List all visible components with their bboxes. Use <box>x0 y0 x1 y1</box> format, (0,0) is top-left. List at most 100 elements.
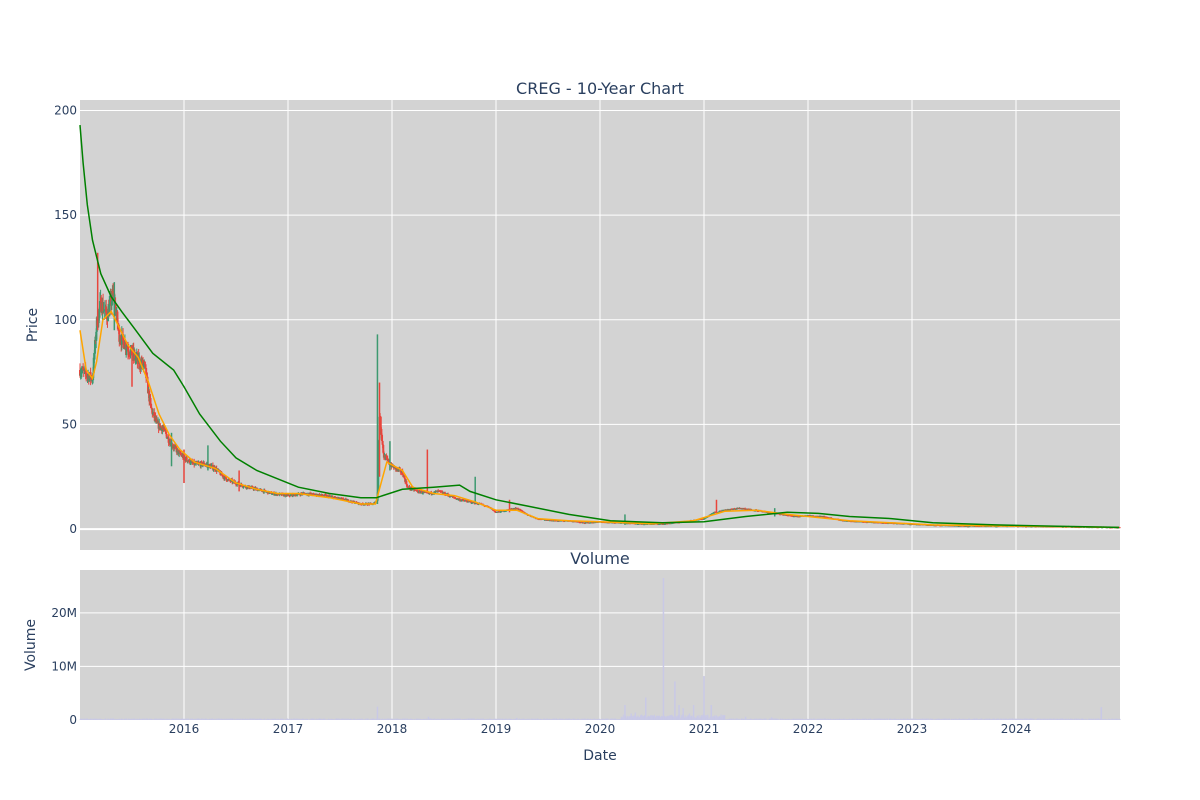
candle-body <box>744 508 747 510</box>
candle-body <box>176 449 179 451</box>
candle-body <box>158 423 161 429</box>
candle-body <box>380 428 383 435</box>
candle-body <box>457 498 460 500</box>
candle-body <box>241 485 244 487</box>
candle-body <box>778 513 781 515</box>
candle-body <box>410 489 413 491</box>
candle-body <box>757 510 760 512</box>
candle-body <box>93 339 96 354</box>
candle-body <box>429 492 432 494</box>
candle-body <box>746 509 749 511</box>
candle-body <box>148 390 151 402</box>
candle-body <box>167 437 170 443</box>
candle-body <box>221 475 224 478</box>
candle-body <box>143 361 146 365</box>
candle-body <box>142 359 145 366</box>
candle-body <box>405 484 408 487</box>
candle-body <box>386 457 389 459</box>
candle-body <box>472 501 475 503</box>
candle-body <box>103 309 106 311</box>
candle-body <box>273 492 276 495</box>
candle-body <box>334 496 337 498</box>
candle-body <box>470 502 473 504</box>
candle-body <box>439 490 442 492</box>
candle-body <box>83 369 86 371</box>
candle-body <box>228 478 231 481</box>
candle-body <box>319 494 322 496</box>
candle-body <box>129 349 132 355</box>
candle-body <box>235 483 237 485</box>
candle-body <box>510 508 513 510</box>
candle-body <box>223 476 226 480</box>
candle-body <box>366 504 369 506</box>
candle-body <box>386 458 389 461</box>
candle-body <box>405 480 408 485</box>
candle-body <box>165 434 168 439</box>
candle-body <box>520 510 523 512</box>
candle-body <box>224 476 227 478</box>
candle-body <box>449 496 452 498</box>
candle-body <box>126 347 129 349</box>
candle-body <box>133 352 136 360</box>
candle-body <box>350 500 353 502</box>
candle-body <box>162 428 165 430</box>
candle-body <box>448 495 451 497</box>
candle-body <box>384 456 387 460</box>
candle-body <box>190 460 193 464</box>
candle-body <box>164 429 167 432</box>
candle-body <box>123 348 126 350</box>
candle-body <box>798 516 801 518</box>
candle-body <box>180 454 183 456</box>
candle-body <box>144 364 147 369</box>
candle-body <box>179 451 182 455</box>
candle-body <box>145 368 148 379</box>
candle-body <box>336 497 339 499</box>
candle-body <box>84 368 87 373</box>
candle-body <box>248 488 251 490</box>
candle-body <box>93 353 96 358</box>
candle-body <box>270 492 273 495</box>
candle-body <box>98 301 101 309</box>
candle-body <box>754 510 757 512</box>
candle-body <box>408 486 411 489</box>
candle-body <box>519 509 522 511</box>
candle-body <box>242 486 245 488</box>
candle-body <box>159 426 162 429</box>
candle-body <box>80 370 83 373</box>
candle-body <box>402 474 405 477</box>
candle-body <box>703 518 706 520</box>
candle-body <box>226 480 229 482</box>
candle-body <box>397 468 400 471</box>
candle-body <box>455 498 458 500</box>
candle-body <box>165 431 168 435</box>
candle-body <box>473 502 476 504</box>
candle-body <box>142 364 145 366</box>
candle-body <box>127 351 130 354</box>
candle-body <box>381 434 384 441</box>
candle-body <box>342 498 345 500</box>
candle-body <box>90 377 93 381</box>
candle-body <box>91 380 94 382</box>
candle-body <box>127 348 130 352</box>
candle-body <box>296 494 299 496</box>
candle-body <box>271 493 274 495</box>
candle-body <box>382 445 385 453</box>
candle-body <box>212 468 215 470</box>
candle-body <box>452 496 455 498</box>
candle-body <box>124 342 127 350</box>
candle-body <box>379 416 382 429</box>
candle-body <box>176 449 179 453</box>
candle-body <box>273 494 276 496</box>
candle-body <box>225 477 228 480</box>
candle-body <box>103 310 106 312</box>
candle-body <box>150 403 153 408</box>
candle-body <box>352 500 355 502</box>
candle-body <box>111 290 114 302</box>
candle-body <box>116 311 119 324</box>
candle-body <box>733 508 736 510</box>
candle-body <box>134 358 137 360</box>
candle-body <box>417 491 420 493</box>
candle-body <box>517 508 520 510</box>
candle-body <box>160 426 163 428</box>
candle-body <box>420 491 423 494</box>
